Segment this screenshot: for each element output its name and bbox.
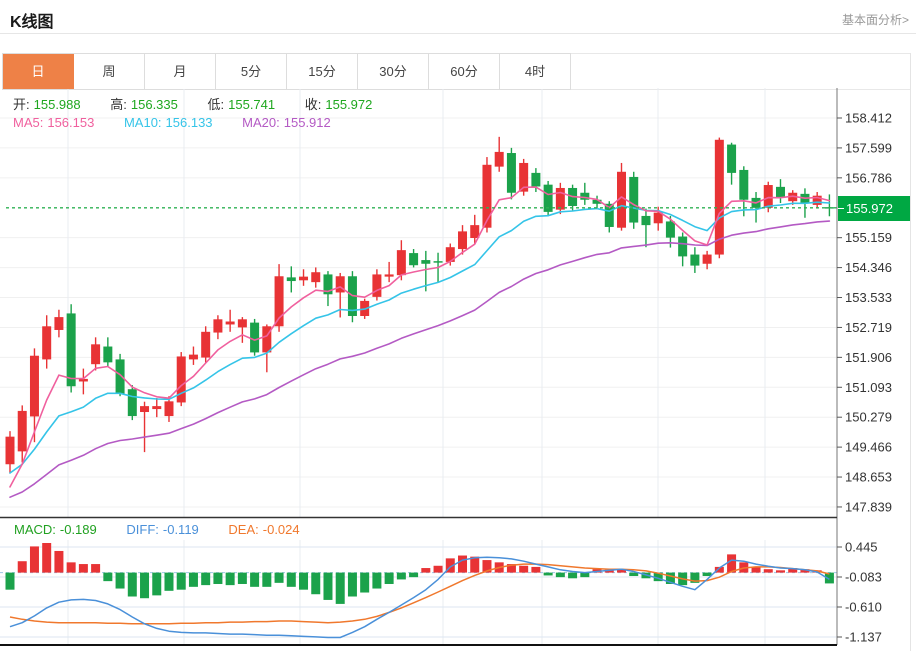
ma5-label: MA5:	[13, 115, 44, 130]
svg-text:155.159: 155.159	[845, 230, 892, 245]
svg-text:152.719: 152.719	[845, 320, 892, 335]
macd-row: MACD: -0.189 DIFF: -0.119 DEA: -0.024	[14, 522, 304, 537]
svg-text:151.906: 151.906	[845, 350, 892, 365]
ma5-value: 156.153	[47, 115, 95, 130]
price-tag-value: 155.972	[846, 201, 893, 216]
svg-text:0.445: 0.445	[845, 540, 878, 555]
svg-text:-0.610: -0.610	[845, 600, 882, 615]
high-label: 高:	[110, 97, 127, 112]
diff-line	[9, 556, 830, 639]
tab-5分[interactable]: 5分	[216, 54, 287, 89]
container-right-border	[910, 53, 911, 651]
fundamental-analysis-link[interactable]: 基本面分析>	[841, 13, 909, 27]
diff-label: DIFF:	[126, 522, 159, 537]
svg-text:156.786: 156.786	[845, 170, 892, 185]
ma-row: MA5: 156.153 MA10: 156.133 MA20: 155.912	[13, 115, 335, 130]
close-value: 155.972	[325, 97, 373, 112]
ma5-line	[9, 186, 831, 488]
axes	[0, 88, 838, 646]
high-value: 156.335	[130, 97, 178, 112]
close-label: 收:	[304, 97, 322, 112]
header-divider	[0, 33, 916, 34]
dea-label: DEA:	[228, 522, 259, 537]
page-title: K线图	[10, 14, 54, 31]
macd-panel	[5, 542, 834, 639]
svg-text:149.466: 149.466	[845, 440, 892, 455]
macd-value: -0.189	[59, 522, 97, 537]
ma20-label: MA20:	[242, 115, 280, 130]
svg-text:150.279: 150.279	[845, 410, 892, 425]
tab-周[interactable]: 周	[74, 54, 145, 89]
ma10-line	[9, 201, 831, 474]
ma10-label: MA10:	[123, 115, 162, 130]
timeframe-tabbar: 日周月 5分 15分 30分 60分 4时	[2, 53, 571, 90]
low-value: 155.741	[228, 97, 276, 112]
svg-text:-0.083: -0.083	[845, 570, 882, 585]
svg-text:148.653: 148.653	[845, 470, 892, 485]
low-label: 低:	[207, 97, 225, 112]
svg-text:-1.137: -1.137	[845, 630, 882, 645]
tab-月[interactable]: 月	[145, 54, 216, 89]
svg-text:154.346: 154.346	[845, 260, 892, 275]
tab-60分[interactable]: 60分	[429, 54, 500, 89]
current-price-tag: 155.972	[838, 196, 910, 221]
tab-日[interactable]: 日	[3, 54, 74, 89]
dea-value: -0.024	[262, 522, 300, 537]
svg-text:158.412: 158.412	[845, 111, 892, 126]
svg-text:157.599: 157.599	[845, 140, 892, 155]
gridlines	[0, 88, 837, 645]
tab-30分[interactable]: 30分	[358, 54, 429, 89]
ma20-value: 155.912	[283, 115, 331, 130]
open-value: 155.988	[33, 97, 81, 112]
ohlc-row: 开: 155.988 高: 156.335 低: 155.741 收: 155.972	[13, 94, 376, 113]
svg-text:151.093: 151.093	[845, 380, 892, 395]
open-label: 开:	[13, 97, 30, 112]
ma10-value: 156.133	[165, 115, 213, 130]
svg-text:153.533: 153.533	[845, 290, 892, 305]
svg-text:147.839: 147.839	[845, 499, 892, 514]
candles	[5, 136, 834, 474]
price-tag-tick-icon	[838, 207, 844, 209]
tab-15分[interactable]: 15分	[287, 54, 358, 89]
tab-4时[interactable]: 4时	[500, 54, 571, 89]
ma20-line	[9, 220, 831, 499]
diff-value: -0.119	[162, 522, 199, 537]
macd-y-axis-labels: 0.445 -0.083 -0.610 -1.137	[837, 540, 882, 645]
macd-label: MACD:	[14, 522, 56, 537]
main-y-axis-labels: 158.412 157.599 156.786 155.159 154.346 153.5…	[837, 111, 892, 514]
